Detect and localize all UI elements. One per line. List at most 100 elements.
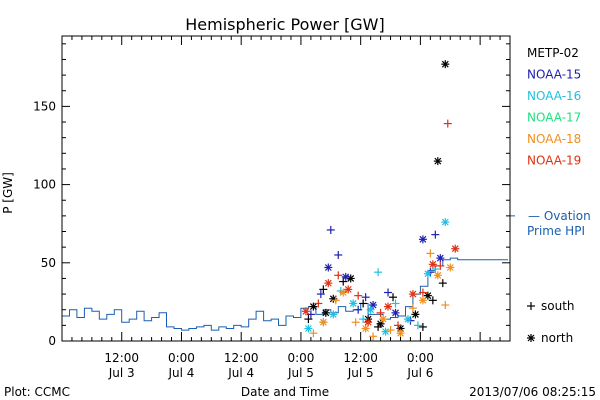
data-point-south bbox=[314, 299, 323, 308]
data-point-north bbox=[396, 329, 405, 338]
data-point-north bbox=[384, 302, 393, 311]
data-point-north bbox=[324, 279, 333, 288]
marker-legend: south north bbox=[527, 299, 575, 345]
x-tick-time-label: 12:00 bbox=[343, 351, 378, 365]
x-tick-time-label: 12:00 bbox=[224, 351, 259, 365]
ovation-legend-line1: — Ovation bbox=[528, 209, 591, 223]
data-point-north bbox=[391, 308, 400, 317]
scatter-points bbox=[301, 60, 460, 341]
data-point-north bbox=[428, 260, 437, 269]
chart-title: Hemispheric Power [GW] bbox=[185, 15, 384, 34]
ovation-legend: — Ovation Prime HPI bbox=[527, 209, 591, 238]
marker-legend-label: south bbox=[541, 299, 575, 313]
x-tick-date-label: Jul 4 bbox=[227, 366, 254, 380]
data-point-north bbox=[403, 315, 412, 324]
x-tick-time-label: 0:00 bbox=[287, 351, 314, 365]
data-point-north bbox=[381, 327, 390, 336]
footer-timestamp: 2013/07/06 08:25:15 bbox=[469, 385, 596, 399]
data-point-north bbox=[319, 318, 328, 327]
data-point-south bbox=[443, 119, 452, 128]
data-point-south bbox=[391, 299, 400, 308]
data-point-north bbox=[433, 271, 442, 280]
data-point-south bbox=[426, 249, 435, 258]
data-point-south bbox=[361, 293, 370, 302]
data-point-north bbox=[309, 302, 318, 311]
data-point-north bbox=[324, 263, 333, 272]
data-point-north bbox=[329, 310, 338, 319]
ovation-line bbox=[62, 257, 508, 331]
y-tick-label: 0 bbox=[48, 334, 56, 348]
data-point-south bbox=[418, 288, 427, 297]
y-tick-label: 150 bbox=[33, 99, 56, 113]
y-tick-label: 100 bbox=[33, 178, 56, 192]
data-point-south bbox=[431, 230, 440, 239]
data-point-south bbox=[376, 308, 385, 317]
x-tick-time-label: 0:00 bbox=[407, 351, 434, 365]
data-point-south bbox=[418, 322, 427, 331]
south-marker-icon bbox=[527, 302, 535, 310]
x-tick-date-label: Jul 4 bbox=[167, 366, 194, 380]
legend: METP-02 NOAA-15 NOAA-16 NOAA-17 NOAA-18 NOAA-… bbox=[527, 46, 581, 168]
plot-frame bbox=[61, 35, 511, 342]
data-point-north bbox=[423, 291, 432, 300]
legend-entry: NOAA-15 bbox=[527, 68, 581, 82]
data-point-north bbox=[341, 272, 350, 281]
data-point-south bbox=[334, 250, 343, 259]
data-point-north bbox=[344, 285, 353, 294]
data-point-north bbox=[321, 308, 330, 317]
data-point-south bbox=[374, 268, 383, 277]
data-point-south bbox=[354, 291, 363, 300]
data-point-south bbox=[413, 321, 422, 330]
data-point-south bbox=[309, 329, 318, 338]
data-point-south bbox=[428, 296, 437, 305]
data-point-south bbox=[354, 305, 363, 314]
data-point-south bbox=[389, 293, 398, 302]
x-tick-date-label: Jul 5 bbox=[347, 366, 374, 380]
data-point-north bbox=[418, 296, 427, 305]
data-point-north bbox=[408, 290, 417, 299]
data-point-south bbox=[359, 299, 368, 308]
data-point-south bbox=[331, 296, 340, 305]
north-marker-icon bbox=[527, 334, 535, 342]
data-point-north bbox=[436, 254, 445, 263]
legend-entry: NOAA-16 bbox=[527, 89, 581, 103]
x-tick-time-label: 0:00 bbox=[168, 351, 195, 365]
data-point-south bbox=[408, 304, 417, 313]
y-tick-label: 50 bbox=[41, 256, 56, 270]
data-point-south bbox=[369, 332, 378, 341]
data-point-south bbox=[316, 290, 325, 299]
x-axis-label: Date and Time bbox=[241, 385, 329, 399]
data-point-north bbox=[446, 263, 455, 272]
legend-entry: NOAA-18 bbox=[527, 132, 581, 146]
data-point-north bbox=[366, 305, 375, 314]
data-point-north bbox=[418, 235, 427, 244]
data-point-south bbox=[384, 288, 393, 297]
data-point-south bbox=[394, 321, 402, 330]
footer-source: Plot: CCMC bbox=[4, 385, 70, 399]
data-point-south bbox=[438, 279, 447, 288]
y-axis-label: P [GW] bbox=[1, 172, 15, 214]
data-point-north bbox=[433, 157, 442, 166]
data-point-north bbox=[451, 244, 460, 253]
x-tick-date-label: Jul 6 bbox=[406, 366, 433, 380]
data-point-north bbox=[379, 315, 388, 324]
data-point-south bbox=[351, 318, 360, 327]
data-point-north bbox=[411, 310, 420, 319]
ovation-legend-line2: Prime HPI bbox=[527, 224, 585, 238]
data-point-north bbox=[441, 60, 450, 69]
data-point-north bbox=[361, 324, 370, 333]
data-point-south bbox=[441, 301, 450, 310]
legend-entry: NOAA-19 bbox=[527, 154, 581, 168]
ovation-series bbox=[62, 215, 515, 331]
x-tick-time-label: 12:00 bbox=[104, 351, 139, 365]
data-point-north bbox=[364, 318, 373, 327]
data-point-south bbox=[304, 315, 313, 324]
legend-entry: NOAA-17 bbox=[527, 111, 581, 125]
data-point-north bbox=[349, 299, 358, 308]
data-point-north bbox=[441, 218, 450, 227]
x-tick-date-label: Jul 5 bbox=[287, 366, 314, 380]
marker-legend-label: north bbox=[541, 331, 573, 345]
data-point-south bbox=[319, 285, 328, 294]
